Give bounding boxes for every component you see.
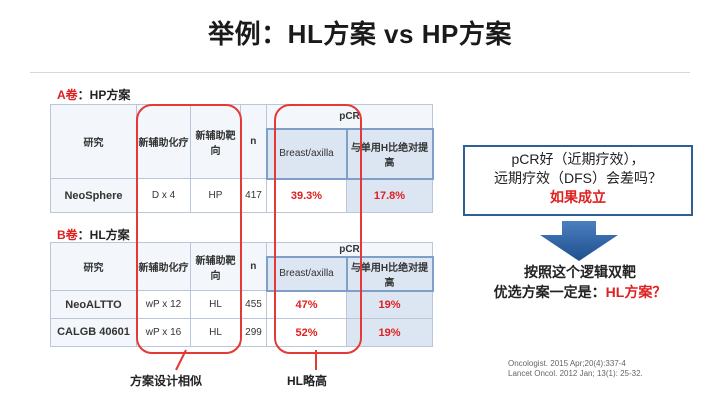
section-b-prefix: B卷 [57,228,78,242]
reference-1: Oncologist. 2015 Apr;20(4):337-4 [508,359,626,368]
section-b-label: B卷：HL方案 [57,226,130,243]
conclusion-line-2: 优选方案一定是：HL方案？ [462,282,698,302]
conclusion-text: 按照这个逻辑双靶 优选方案一定是：HL方案？ [462,262,698,302]
section-a-suffix: ：HP方案 [77,88,131,102]
callout-line-2: 远期疗效（DFS）会差吗？ [494,170,662,186]
references: Oncologist. 2015 Apr;20(4):337-4 Lancet … [508,359,698,379]
table-row: NeoALTTO wP x 12 HL 455 47% 19% [50,290,433,319]
table-a-n: 417 [240,178,267,213]
table-b-breast-1: 47% [266,290,347,319]
title-divider [30,72,690,73]
section-a-prefix: A卷 [57,88,78,102]
connector-left [175,349,187,371]
table-a-chemo: D x 4 [136,178,191,213]
callout-line-1: pCR好（近期疗效）， [511,151,645,167]
conclusion-line-2-prefix: 优选方案一定是： [493,284,606,300]
table-b-n-2: 299 [240,318,267,347]
bottom-label-similar: 方案设计相似 [130,374,203,388]
table-b-header-study: 研究 [50,242,137,291]
question-callout: pCR好（近期疗效）， 远期疗效（DFS）会差吗？ 如果成立 [463,145,693,216]
table-b-header-target: 新辅助靶向 [190,242,241,291]
slide-title: 举例：HL方案 vs HP方案 [208,19,512,49]
section-a-label: A卷：HP方案 [57,86,130,103]
table-a-header-study: 研究 [50,104,137,179]
table-b-study-2: CALGB 40601 [50,318,137,347]
conclusion-line-2-highlight: HL方案？ [605,284,667,300]
pcr-highlight-box [274,104,362,354]
callout-line-3: 如果成立 [550,189,606,205]
table-b-breast-2: 52% [266,318,347,347]
conclusion-line-1: 按照这个逻辑双靶 [524,264,636,280]
table-a-study: NeoSphere [50,178,137,213]
table-b-header-breast: Breast/axilla [265,255,348,292]
table-a-header-breast: Breast/axilla [265,127,348,180]
table-a-breast: 39.3% [266,178,347,213]
section-b-suffix: ：HL方案 [77,228,130,242]
table-row: NeoSphere D x 4 HP 417 39.3% 17.8% [50,178,433,213]
regimen-highlight-box [136,104,242,354]
down-arrow-icon [540,221,618,261]
bottom-label-hl-higher: HL略高 [287,374,327,388]
table-a-target: HP [190,178,241,213]
reference-2: Lancet Oncol. 2012 Jan; 13(1): 25-32. [508,369,643,378]
table-b-study-1: NeoALTTO [50,290,137,319]
table-b-header-chemo: 新辅助化疗 [136,242,191,291]
table-b-n-1: 455 [240,290,267,319]
table-b: 研究 新辅助化疗 新辅助靶向 n pCR Breast/axilla 与单用H比… [50,242,434,347]
table-b-chemo-1: wP x 12 [136,290,191,319]
